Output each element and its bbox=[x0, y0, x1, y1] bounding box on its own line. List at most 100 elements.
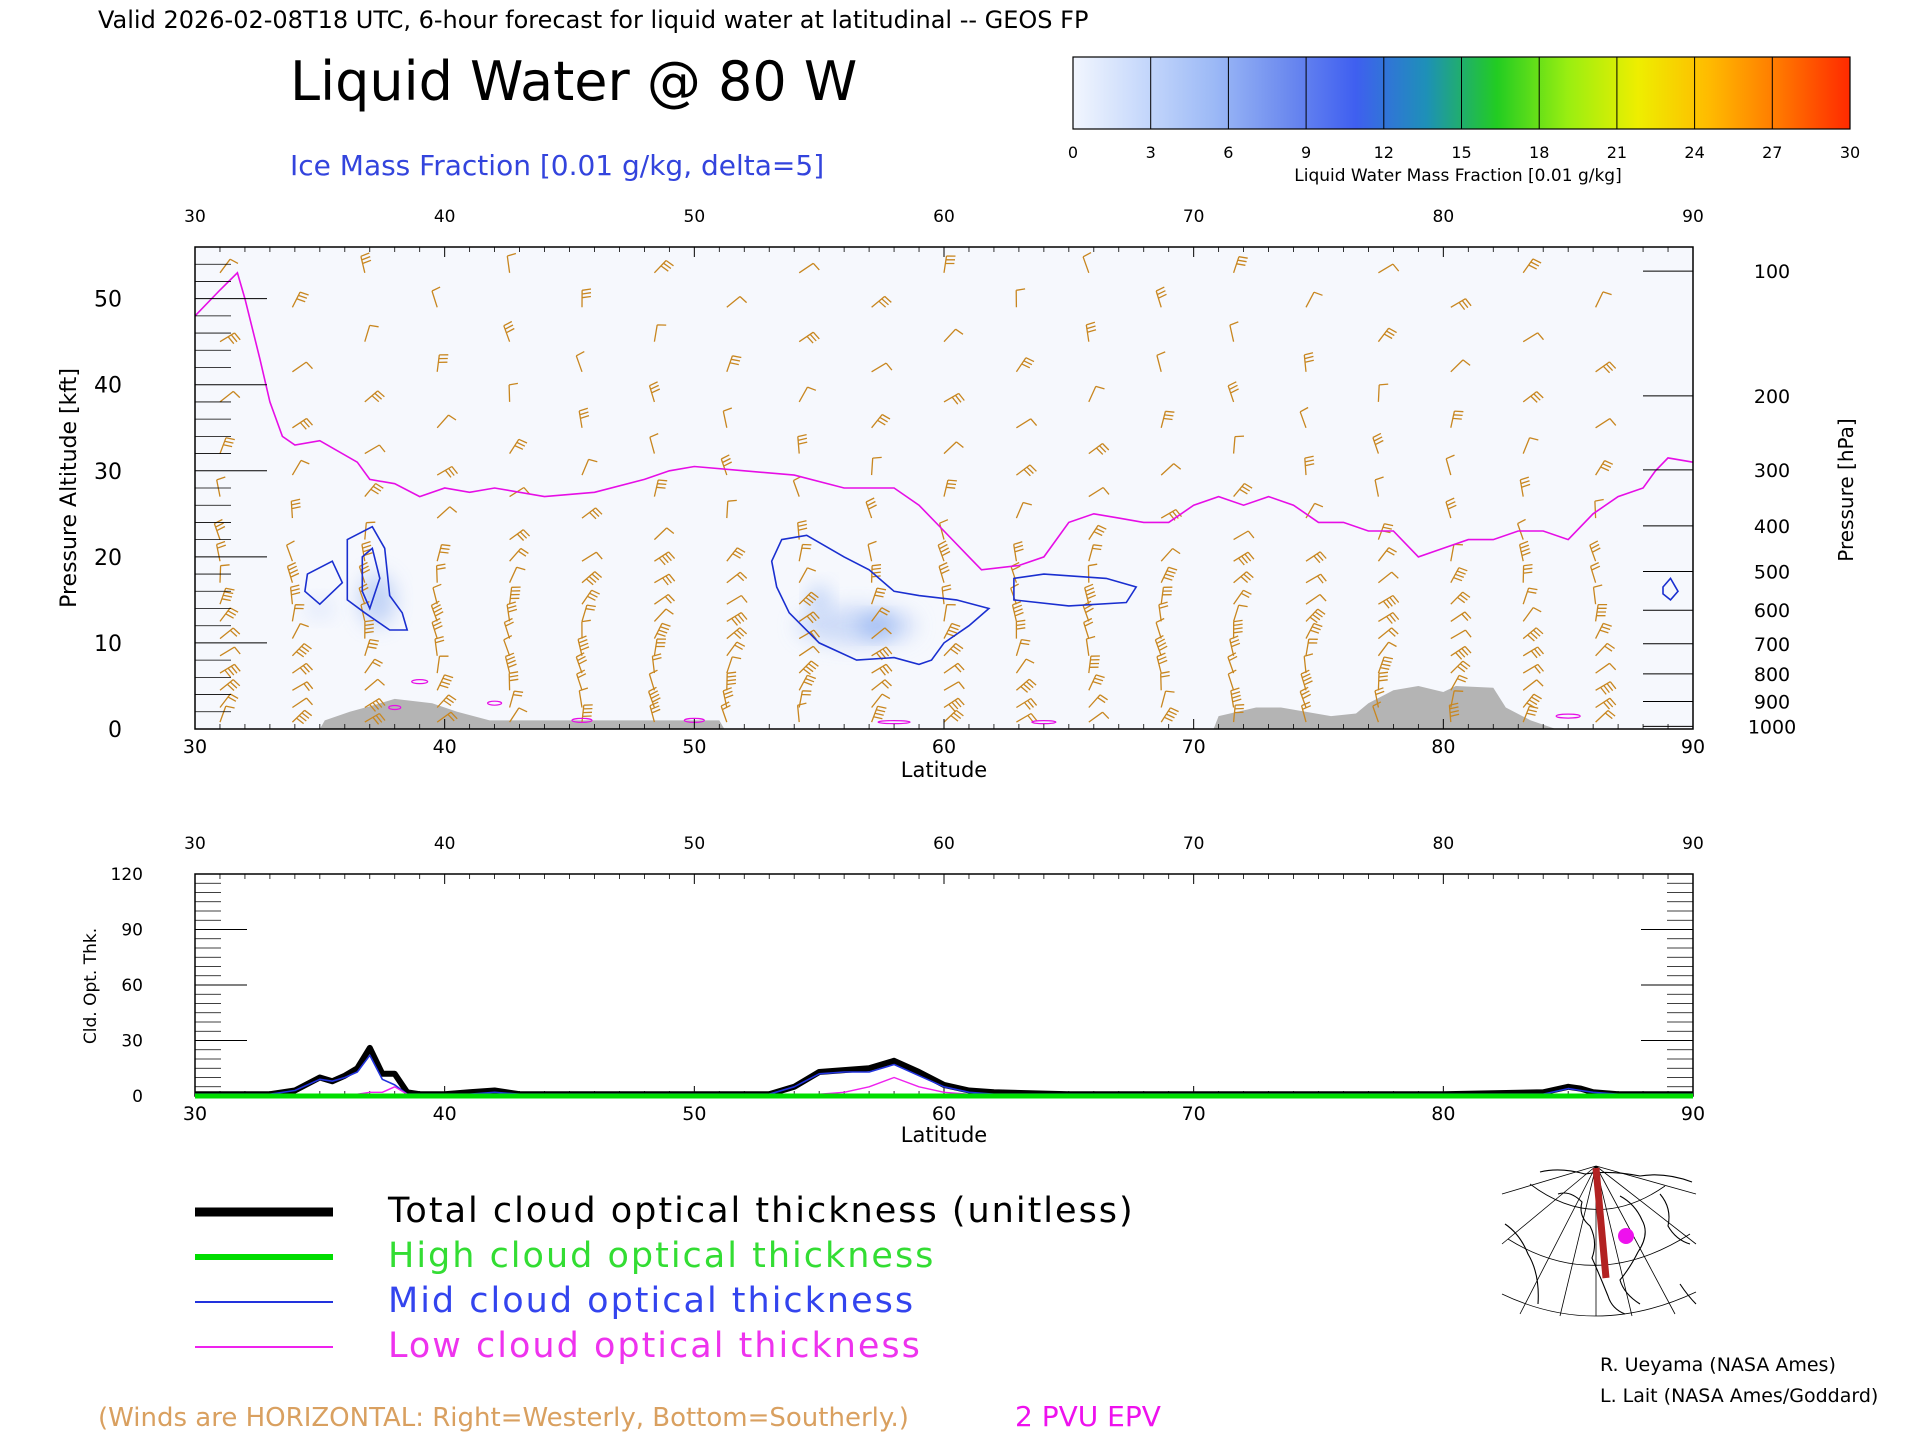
wind-barb bbox=[361, 540, 373, 562]
wind-barb bbox=[219, 663, 241, 678]
wind-barb bbox=[509, 529, 531, 541]
wind-barb bbox=[219, 679, 241, 691]
wind-barb bbox=[870, 587, 887, 605]
wind-barb bbox=[1088, 711, 1110, 723]
wind-barb bbox=[726, 355, 742, 373]
wind-barb bbox=[653, 622, 671, 639]
main-right-axis-label: Pressure [hPa] bbox=[1834, 418, 1858, 561]
main-top-tick-label: 30 bbox=[184, 207, 206, 227]
wind-barb bbox=[1305, 593, 1327, 605]
wind-barb bbox=[291, 291, 309, 308]
colorbar-tick-label: 18 bbox=[1529, 143, 1549, 162]
wind-barb bbox=[871, 646, 893, 661]
wind-barb bbox=[1160, 566, 1178, 583]
bottom-top-tick-label: 40 bbox=[434, 834, 456, 854]
wind-barb bbox=[1156, 351, 1166, 372]
wind-barb bbox=[1522, 607, 1542, 622]
main-top-tick-label: 70 bbox=[1183, 207, 1205, 227]
wind-barb bbox=[865, 497, 877, 519]
wind-barb bbox=[219, 587, 235, 605]
chart-subtitle: Ice Mass Fraction [0.01 g/kg, delta=5] bbox=[290, 149, 824, 182]
wind-barb bbox=[653, 479, 668, 497]
wind-barb bbox=[1155, 617, 1165, 639]
colorbar-tick-label: 6 bbox=[1223, 143, 1233, 162]
epv-blob bbox=[411, 679, 429, 685]
wind-barb bbox=[943, 697, 965, 712]
wind-barb bbox=[1592, 584, 1603, 605]
wind-barb bbox=[1450, 645, 1472, 660]
wind-barb bbox=[509, 547, 529, 562]
wind-barb bbox=[431, 617, 443, 639]
wind-barb bbox=[576, 669, 587, 691]
wind-barb bbox=[1378, 594, 1400, 609]
wind-barb bbox=[436, 544, 451, 562]
wind-barb bbox=[1378, 612, 1400, 624]
wind-barb bbox=[581, 589, 600, 605]
wind-barb bbox=[720, 454, 732, 476]
optical-thickness-plot: 30 30 40 40 50 50 60 60 70 70 80 80 90 90 0 30 60 90 120 bbox=[111, 834, 1706, 1125]
wind-barb bbox=[364, 678, 385, 691]
colorbar-tick-label: 21 bbox=[1607, 143, 1627, 162]
wind-barb bbox=[503, 320, 515, 342]
credit-line-1: R. Ueyama (NASA Ames) bbox=[1600, 1354, 1836, 1376]
wind-barb bbox=[219, 705, 235, 723]
wind-barb bbox=[581, 704, 593, 723]
liquid-water-blob bbox=[305, 598, 334, 619]
wind-barb bbox=[289, 584, 301, 605]
wind-barb bbox=[1595, 662, 1617, 674]
wind-barb bbox=[943, 662, 965, 674]
wind-barb bbox=[364, 324, 379, 342]
wind-barb bbox=[1233, 571, 1254, 584]
wind-barb bbox=[1450, 359, 1471, 373]
wind-barb bbox=[726, 671, 737, 691]
wind-barb bbox=[871, 362, 893, 373]
wind-barb bbox=[1233, 530, 1255, 541]
wind-barb bbox=[1522, 679, 1544, 691]
wind-barb bbox=[364, 638, 379, 656]
wind-barb bbox=[503, 635, 513, 657]
wind-barb bbox=[654, 573, 676, 586]
wind-barb bbox=[1160, 671, 1170, 691]
wind-barb bbox=[1230, 687, 1242, 708]
wind-barb bbox=[871, 627, 892, 640]
wind-barb bbox=[1445, 497, 1457, 519]
wind-barb bbox=[1522, 627, 1544, 642]
wind-barb bbox=[943, 709, 964, 723]
wind-barb bbox=[1304, 455, 1315, 476]
ice-contour bbox=[361, 546, 381, 611]
colorbar-tick-label: 3 bbox=[1146, 143, 1156, 162]
legend: Total cloud optical thickness (unitless)… bbox=[195, 1191, 1133, 1366]
main-x-axis-label: Latitude bbox=[901, 758, 987, 782]
wind-barb bbox=[797, 433, 808, 454]
wind-barb bbox=[1448, 702, 1460, 723]
wind-barb bbox=[1377, 641, 1397, 657]
wind-barb bbox=[943, 681, 965, 691]
wind-barb bbox=[1016, 697, 1038, 710]
colorbar: 0 3 6 9 12 15 18 21 24 27 30 bbox=[1068, 56, 1860, 162]
wind-barb bbox=[798, 567, 817, 584]
wind-barb bbox=[1088, 442, 1110, 455]
pressure-tick-label: 500 bbox=[1754, 561, 1790, 583]
wind-barb bbox=[219, 646, 241, 657]
wind-barb bbox=[1160, 463, 1182, 476]
winds-note: (Winds are HORIZONTAL: Right=Westerly, B… bbox=[98, 1403, 909, 1433]
wind-barb bbox=[1377, 627, 1399, 640]
wind-barb bbox=[291, 604, 305, 622]
main-y-axis-label: Pressure Altitude [kft] bbox=[57, 368, 82, 608]
main-top-tick-label: 80 bbox=[1433, 207, 1455, 227]
map-graticule bbox=[1501, 1165, 1697, 1317]
pressure-tick-label: 100 bbox=[1754, 261, 1790, 283]
wind-barb bbox=[797, 520, 808, 540]
wind-barb bbox=[871, 295, 892, 308]
ice-contour bbox=[770, 534, 991, 666]
wind-barb bbox=[1589, 562, 1601, 583]
wind-barb bbox=[1303, 653, 1314, 674]
wind-barb bbox=[647, 686, 661, 708]
wind-barb bbox=[1518, 540, 1531, 562]
bottom-bottom-tick-label: 60 bbox=[932, 1103, 956, 1125]
bottom-top-tick-label: 30 bbox=[184, 834, 206, 854]
map-coastlines bbox=[1504, 1169, 1697, 1315]
wind-barb bbox=[1522, 663, 1545, 674]
wind-barb bbox=[1595, 681, 1617, 695]
bottom-bottom-tick-label: 80 bbox=[1431, 1103, 1455, 1125]
